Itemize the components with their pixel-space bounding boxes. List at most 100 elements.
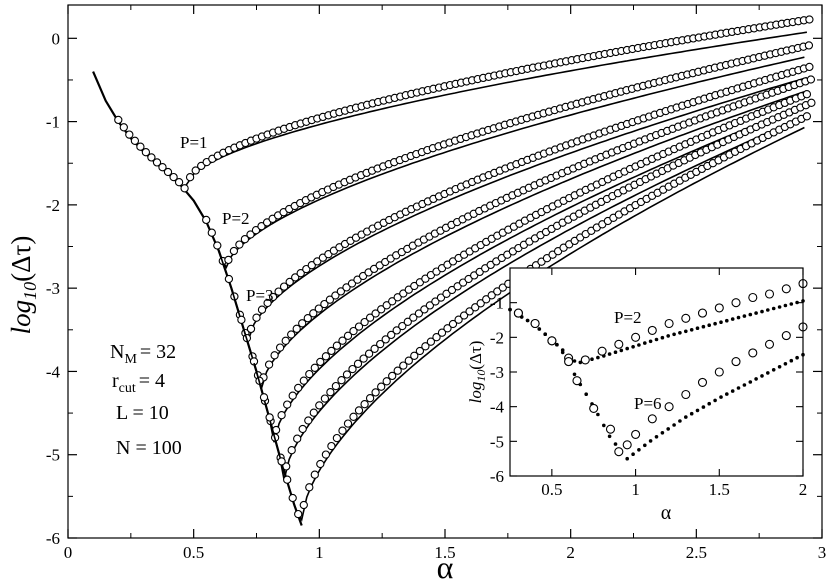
- inset-dotted-P=6: [648, 439, 653, 443]
- main-y-tick-label: -6: [46, 529, 60, 548]
- series-point-P=7: [410, 351, 419, 360]
- series-point-P=6: [298, 424, 307, 434]
- inset-dotted-P=2: [789, 302, 794, 306]
- inset-dotted-P=6: [730, 389, 735, 393]
- param-nm: NM = 32: [110, 341, 176, 367]
- inset-dotted-P=6: [736, 386, 741, 390]
- series-point-P=4: [347, 279, 357, 288]
- param-nm-sub: M: [124, 352, 137, 367]
- series-point-P=3: [296, 269, 305, 278]
- series-point-P=5: [343, 331, 353, 340]
- series-point-P=2: [213, 241, 222, 250]
- inset-dotted-P=6: [754, 377, 758, 381]
- series-point-P=1: [163, 167, 173, 177]
- series-point-P=7: [493, 287, 502, 296]
- param-n: N = 100: [116, 437, 182, 459]
- inset-plot: 0.5 1 1.5 2 -6 -5 -4 -3 -2 -1 α log10(Δτ) P=2 P=6: [466, 267, 808, 524]
- series-point-P=6: [287, 446, 296, 455]
- inset-dotted-P=6: [596, 412, 600, 417]
- series-point-P=6: [398, 321, 407, 331]
- inset-y-tick-label: -1: [490, 294, 504, 313]
- series-point-P=7: [421, 342, 430, 351]
- inset-point-P=6: [764, 339, 775, 349]
- series-point-P=5: [283, 400, 292, 409]
- series-point-P=6: [259, 393, 269, 402]
- inset-point-P=6: [589, 403, 599, 413]
- series-point-P=5: [310, 363, 319, 372]
- series-point-P=7: [487, 291, 496, 300]
- series-point-P=7: [471, 303, 480, 312]
- series-point-P=6: [309, 408, 318, 417]
- main-x-tick-label: 1: [315, 543, 324, 562]
- series-point-P=4: [292, 324, 301, 333]
- inset-dotted-P=2: [590, 357, 594, 362]
- inset-point-P=6: [614, 447, 624, 457]
- series-point-P=5: [388, 297, 397, 306]
- series-point-P=1: [180, 184, 189, 193]
- series-point-P=6: [420, 305, 429, 314]
- inset-dotted-P=6: [748, 380, 753, 384]
- inset-point-P=6: [681, 389, 691, 400]
- inset-point-P=6: [530, 318, 540, 329]
- param-nm-value: = 32: [140, 341, 176, 363]
- main-y-tick-label: -2: [46, 196, 60, 215]
- inset-point-P=6: [748, 348, 758, 358]
- series-point-P=6: [348, 364, 357, 374]
- series-point-P=6: [447, 285, 457, 295]
- series-point-P=2: [229, 246, 239, 256]
- inset-y-tick-label: -4: [490, 398, 505, 417]
- series-point-P=7: [371, 388, 380, 397]
- param-nm-symbol: N: [110, 341, 124, 363]
- inset-y-tick-label: -6: [490, 467, 504, 486]
- series-point-P=1: [174, 178, 184, 187]
- series-point-P=7: [349, 412, 358, 421]
- inset-y-axis-title-base: log: [466, 382, 485, 404]
- inset-dotted-P=2: [619, 348, 624, 353]
- inset-point-P=2: [664, 318, 674, 329]
- inset-dotted-P=6: [760, 374, 764, 378]
- inset-x-tick-label: 2: [799, 480, 808, 499]
- inset-dotted-P=6: [777, 365, 782, 369]
- series-line-P=3: [218, 76, 808, 340]
- series-point-P=1: [169, 172, 178, 182]
- series-point-P=7: [343, 419, 353, 428]
- inset-axis-ticks: 0.5 1 1.5 2 -6 -5 -4 -3 -2 -1: [490, 268, 807, 499]
- inset-y-tick-label: -3: [490, 363, 504, 382]
- series-point-P=6: [320, 394, 330, 403]
- inset-dotted-P=6: [666, 427, 670, 431]
- inset-dotted-P=2: [654, 337, 659, 342]
- inset-dotted-P=2: [783, 303, 788, 308]
- curve-label-p2: P=2: [222, 209, 250, 228]
- series-point-P=6: [381, 335, 390, 344]
- series-point-P=6: [364, 349, 374, 358]
- curve-label-p1: P=1: [180, 133, 208, 152]
- series-point-P=3: [224, 274, 234, 284]
- series-point-P=5: [288, 391, 297, 400]
- series-point-P=1: [136, 142, 145, 151]
- inset-point-P=6: [697, 377, 708, 387]
- inset-dotted-P=6: [602, 423, 606, 428]
- inset-dotted-P=2: [672, 332, 676, 337]
- series-point-P=5: [338, 336, 347, 345]
- series-point-P=7: [299, 500, 308, 510]
- series-point-P=6: [359, 354, 368, 363]
- inset-dotted-P=2: [736, 315, 741, 320]
- main-y-axis-title: log10(Δτ): [6, 236, 40, 335]
- series-point-P=3: [291, 273, 300, 282]
- inset-point-P=2: [764, 289, 775, 299]
- inset-point-P=6: [781, 331, 791, 341]
- inset-dotted-P=2: [678, 331, 682, 335]
- inset-dotted-P=6: [584, 392, 588, 397]
- param-rcut: rcut = 4: [112, 370, 165, 396]
- series-point-P=5: [305, 369, 314, 379]
- series-point-P=4: [320, 299, 329, 309]
- inset-point-P=2: [731, 298, 741, 308]
- series-point-P=7: [476, 299, 485, 308]
- series-point-P=5: [327, 346, 336, 356]
- inset-point-P=6: [647, 414, 657, 424]
- inset-point-P=6: [547, 336, 557, 346]
- series-point-P=6: [431, 297, 440, 306]
- series-point-P=4: [325, 295, 335, 304]
- series-point-P=5: [399, 289, 408, 298]
